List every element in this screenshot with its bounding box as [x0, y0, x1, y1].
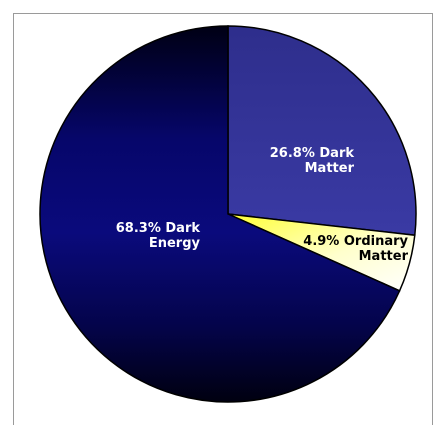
label-dark-energy-line2: Energy	[149, 236, 201, 251]
frame-border	[13, 13, 433, 425]
pie-slices	[39, 25, 417, 403]
label-dark-energy: 68.3% Dark Energy	[116, 221, 201, 251]
label-dark-matter-line1: 26.8% Dark	[270, 146, 355, 161]
label-ordinary-matter: 4.9% Ordinary Matter	[303, 234, 408, 264]
label-dark-matter-line2: Matter	[305, 161, 355, 176]
label-ordinary-matter-line1: 4.9% Ordinary	[303, 234, 408, 249]
slice-dark-energy	[39, 25, 401, 403]
label-dark-energy-line1: 68.3% Dark	[116, 221, 201, 236]
label-ordinary-matter-line2: Matter	[359, 249, 409, 264]
slice-dark-matter	[227, 25, 417, 237]
label-dark-matter: 26.8% Dark Matter	[270, 146, 355, 176]
